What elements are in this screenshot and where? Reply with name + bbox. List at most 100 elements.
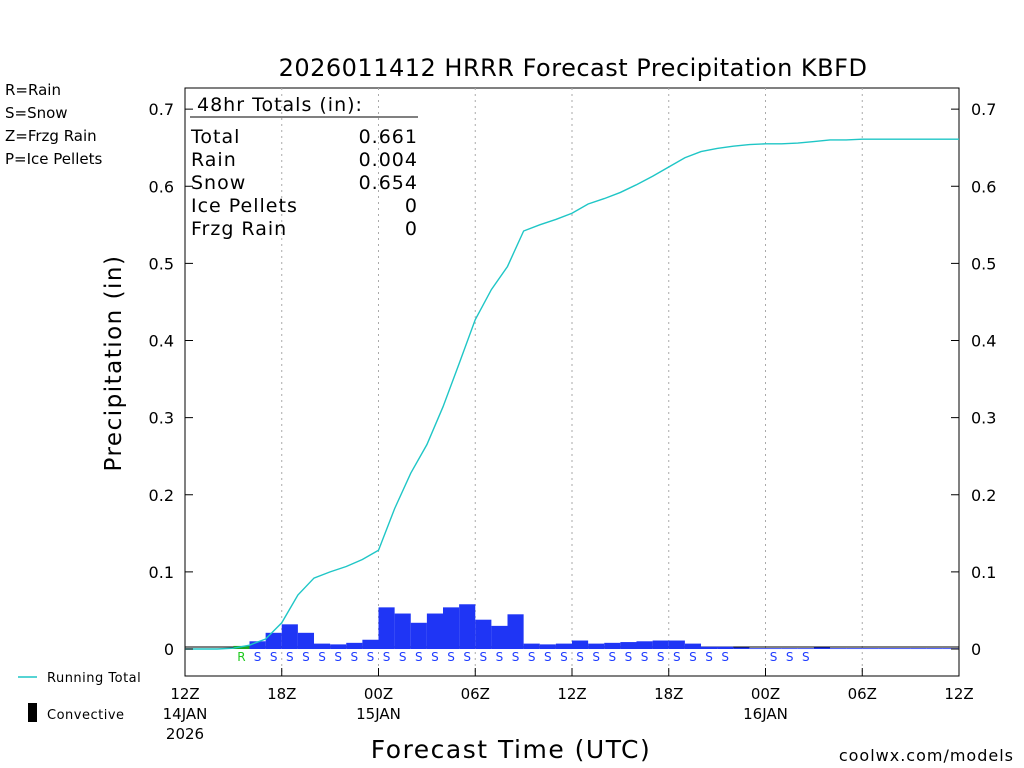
- precip-bar-27: [620, 642, 637, 650]
- y-tick-label-left-0: 0: [164, 640, 174, 659]
- precip-bar-23: [555, 643, 573, 650]
- x-tick-label-1: 18Z: [267, 685, 296, 703]
- precip-type-label-25: S: [592, 650, 600, 664]
- precip-bar-19: [491, 625, 508, 650]
- totals-header: 48hr Totals (in):: [197, 94, 363, 116]
- precip-type-label-31: S: [689, 650, 697, 664]
- precip-bar-7: [297, 632, 315, 650]
- precip-bar-45: [910, 648, 927, 650]
- legend-snow: S=Snow: [5, 104, 68, 122]
- precip-type-label-32: S: [705, 650, 713, 664]
- precip-type-label-5: S: [270, 650, 278, 664]
- x-tick-date-2: 15JAN: [356, 705, 401, 723]
- y-tick-label-left-2: 0.2: [149, 486, 174, 505]
- precip-bar-36: [765, 648, 782, 650]
- y-tick-label-right-0: 0: [971, 640, 981, 659]
- x-tick-label-2: 00Z: [364, 685, 393, 703]
- y-tick-label-right-4: 0.4: [971, 332, 996, 351]
- precip-bar-20: [507, 614, 524, 650]
- precip-type-label-3: R: [237, 650, 245, 664]
- running-total-layer: [185, 138, 959, 650]
- precip-bar-43: [878, 648, 895, 650]
- precip-bar-24: [572, 640, 589, 649]
- y-tick-label-left-7: 0.7: [149, 100, 174, 119]
- precip-bar-28: [636, 641, 653, 649]
- y-tick-label-left-5: 0.5: [149, 254, 174, 273]
- legend-running-total: Running Total: [47, 671, 141, 686]
- legend-rain: R=Rain: [5, 81, 61, 99]
- precip-type-label-11: S: [367, 650, 375, 664]
- credit-text: coolwx.com/models: [839, 746, 1014, 765]
- x-tick-label-5: 18Z: [654, 685, 683, 703]
- totals-label-frzg-rain: Frzg Rain: [191, 218, 287, 240]
- precip-bar-40: [830, 648, 847, 650]
- precip-type-label-21: S: [528, 650, 536, 664]
- totals-value-total: 0.661: [359, 126, 418, 148]
- precip-type-label-36: S: [770, 650, 778, 664]
- precip-type-label-14: S: [415, 650, 423, 664]
- precip-type-label-10: S: [350, 650, 358, 664]
- precip-type-label-22: S: [544, 650, 552, 664]
- precip-type-label-26: S: [608, 650, 616, 664]
- y-tick-label-left-3: 0.3: [149, 409, 174, 428]
- y-axis-left: 0 0.1 0.2 0.3 0.4 0.5 0.6 0.7: [149, 100, 193, 659]
- totals-box: 48hr Totals (in): Total 0.661 Rain 0.004…: [190, 94, 418, 240]
- precip-type-label-15: S: [431, 650, 439, 664]
- precip-bar-13: [394, 613, 411, 650]
- y-tick-label-left-4: 0.4: [149, 332, 174, 351]
- precip-type-label-38: S: [802, 650, 810, 664]
- precip-bar-26: [604, 642, 621, 650]
- precip-bar-29: [652, 640, 669, 649]
- precip-type-label-20: S: [512, 650, 520, 664]
- x-tick-label-0: 12Z: [170, 685, 199, 703]
- y-tick-label-right-3: 0.3: [971, 409, 996, 428]
- chart-title: 2026011412 HRRR Forecast Precipitation K…: [279, 54, 868, 82]
- precip-bar-8: [314, 643, 331, 650]
- precip-type-label-30: S: [673, 650, 681, 664]
- y-tick-label-left-6: 0.6: [149, 177, 174, 196]
- x-axis-title: Forecast Time (UTC): [371, 735, 651, 764]
- running-total-line: [185, 138, 959, 650]
- precip-bar-47: [942, 648, 960, 650]
- x-axis: 12Z 14JAN 2026 18Z 00Z 15JAN 06Z 12Z 18Z 00Z 16JAN…: [163, 668, 974, 743]
- precip-bar-9: [330, 644, 347, 650]
- y-tick-label-right-2: 0.2: [971, 486, 996, 505]
- precip-bar-17: [459, 604, 476, 649]
- precip-bar-32: [701, 646, 718, 649]
- precip-type-label-28: S: [641, 650, 649, 664]
- x-tick-label-6: 00Z: [751, 685, 780, 703]
- precip-bar-11: [362, 639, 379, 649]
- x-tick-date-0: 14JAN: [163, 705, 208, 723]
- precip-type-label-29: S: [657, 650, 665, 664]
- x-tick-label-8: 12Z: [944, 685, 973, 703]
- precip-type-label-7: S: [302, 650, 310, 664]
- precip-bar-25: [588, 643, 605, 650]
- precip-type-label-9: S: [334, 650, 342, 664]
- x-tick-label-7: 06Z: [848, 685, 877, 703]
- precip-bar-30: [668, 640, 685, 649]
- precip-bar-31: [684, 643, 702, 650]
- precip-bar-46: [926, 648, 943, 650]
- precip-type-label-6: S: [286, 650, 294, 664]
- y-tick-label-right-1: 0.1: [971, 563, 996, 582]
- precip-bar-22: [539, 644, 556, 650]
- precip-type-label-13: S: [399, 650, 407, 664]
- precip-bar-42: [862, 648, 879, 650]
- precip-bar-10: [346, 642, 363, 650]
- precip-bar-41: [846, 648, 863, 650]
- convective-legend-swatch: [28, 703, 37, 722]
- precip-bar-5: [265, 632, 282, 650]
- legend-frzg-rain: Z=Frzg Rain: [5, 127, 97, 145]
- y-tick-label-right-7: 0.7: [971, 100, 996, 119]
- y-axis-right: 0 0.1 0.2 0.3 0.4 0.5 0.6 0.7: [951, 100, 996, 659]
- bar-layer: [233, 604, 960, 650]
- x-tick-label-3: 06Z: [461, 685, 490, 703]
- precip-bar-4: [249, 641, 266, 649]
- precip-bar-37: [781, 648, 798, 650]
- precip-bar-21: [523, 643, 540, 650]
- totals-label-snow: Snow: [191, 172, 246, 194]
- totals-label-rain: Rain: [191, 149, 237, 171]
- x-tick-year-0: 2026: [166, 725, 204, 743]
- precip-bar-38: [797, 648, 814, 650]
